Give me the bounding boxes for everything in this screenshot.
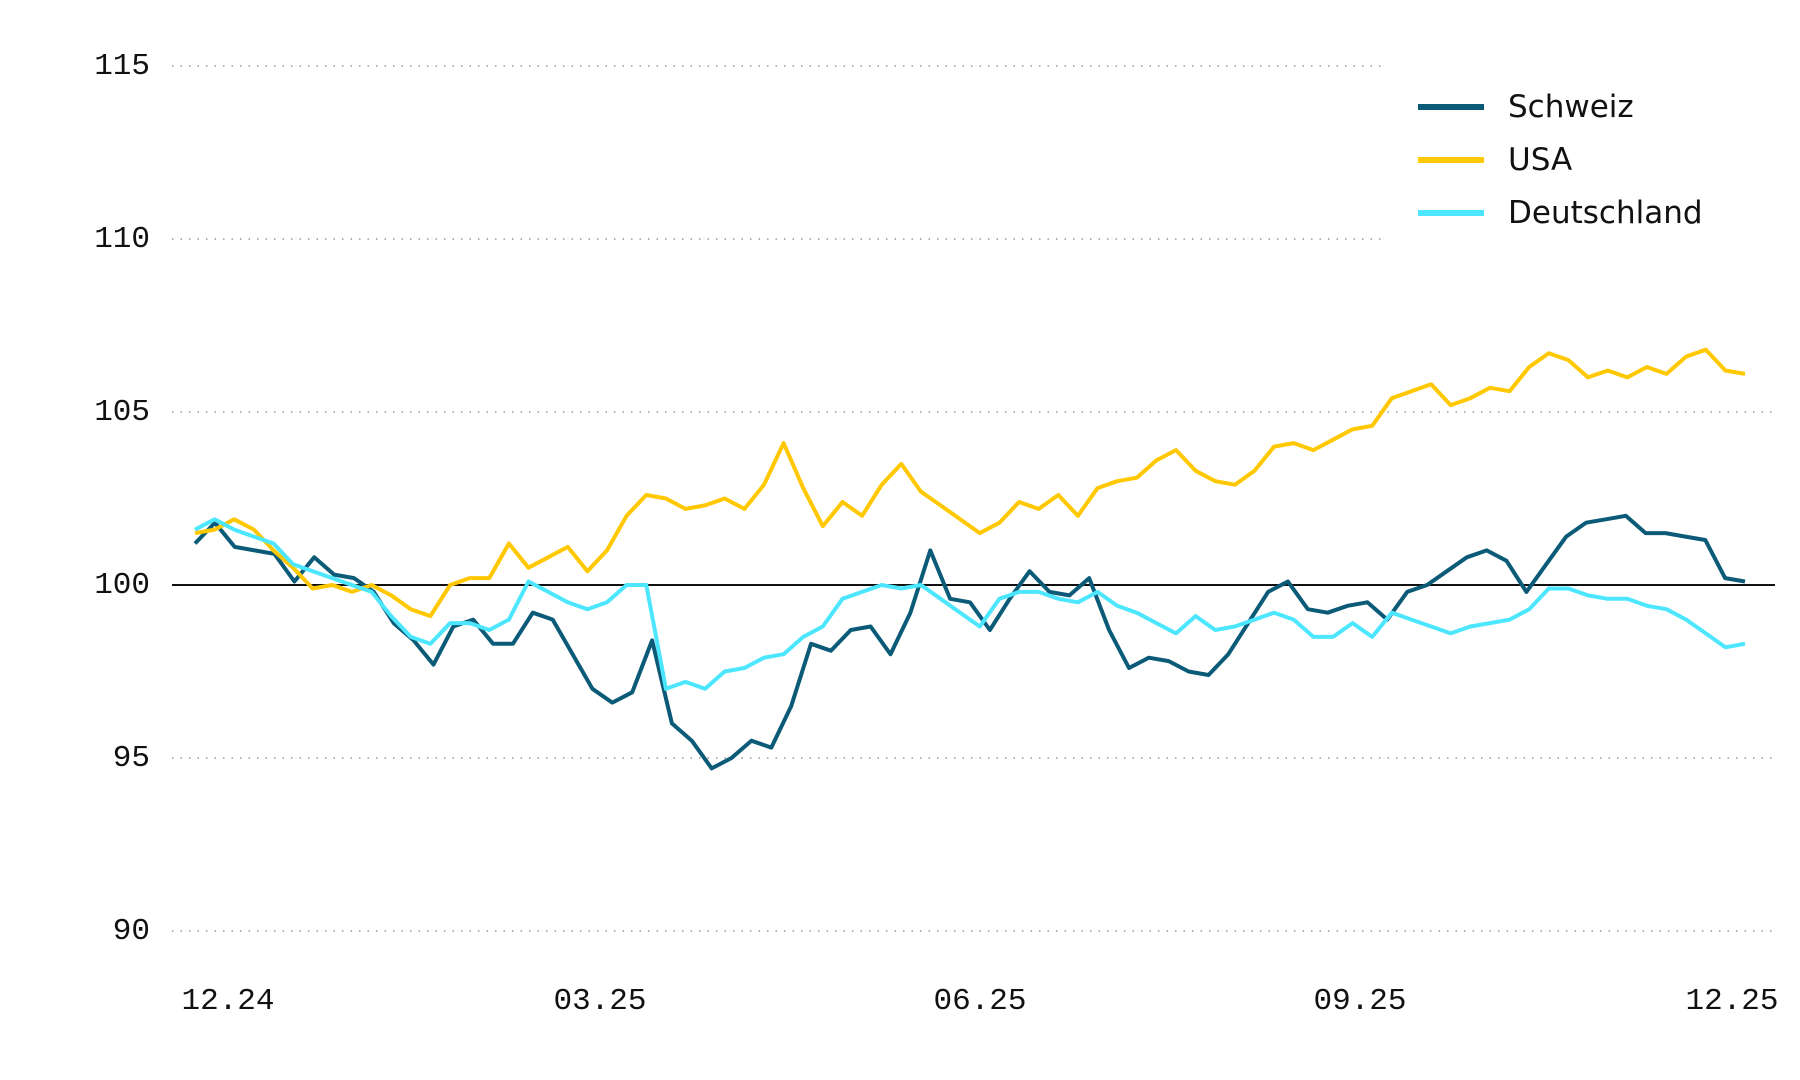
legend-item-schweiz[interactable]: Schweiz [1418, 80, 1703, 133]
series-schweiz [193, 513, 1746, 771]
x-tick-03-25: 03.25 [553, 984, 647, 1019]
y-tick-110: 110 [94, 222, 150, 257]
y-tick-95: 95 [112, 741, 150, 776]
x-tick-12-24: 12.24 [181, 984, 275, 1019]
legend-label: Deutschland [1508, 194, 1703, 231]
y-tick-115: 115 [94, 49, 150, 84]
y-tick-90: 90 [112, 914, 150, 949]
legend-label: USA [1508, 141, 1573, 178]
x-tick-09-25: 09.25 [1313, 984, 1407, 1019]
legend-swatch-usa [1418, 156, 1484, 163]
y-tick-100: 100 [94, 568, 150, 603]
legend-swatch-schweiz [1418, 103, 1484, 110]
series-usa [194, 347, 1746, 619]
legend-item-deutschland[interactable]: Deutschland [1418, 186, 1703, 239]
series-lines [193, 347, 1746, 771]
x-tick-12-25: 12.25 [1685, 984, 1779, 1019]
y-tick-105: 105 [94, 395, 150, 430]
x-tick-06-25: 06.25 [933, 984, 1027, 1019]
legend: Schweiz USA Deutschland [1418, 80, 1703, 239]
legend-label: Schweiz [1508, 88, 1634, 125]
gridlines [172, 65, 1775, 932]
series-deutschland [194, 517, 1746, 691]
legend-item-usa[interactable]: USA [1418, 133, 1703, 186]
legend-swatch-deutschland [1418, 209, 1484, 216]
